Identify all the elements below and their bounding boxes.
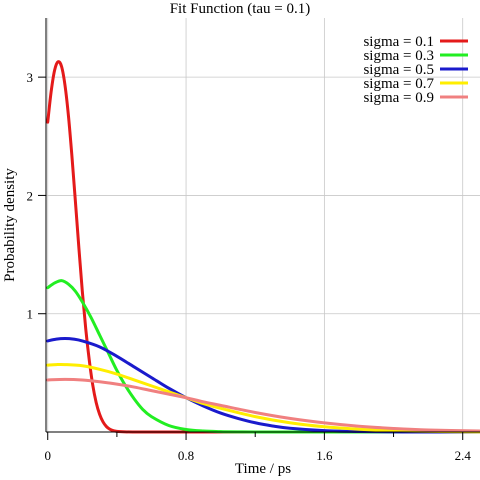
- x-tick-label: 1.6: [316, 448, 333, 463]
- y-axis-label: Probability density: [2, 168, 18, 282]
- ticks: 0 0.8 1.6 2.4 1 2 3: [27, 70, 472, 463]
- y-tick-label: 2: [27, 188, 34, 203]
- series-line-1: [46, 60, 480, 434]
- series-line-4: [46, 362, 480, 434]
- legend-label-3: sigma = 0.5: [363, 62, 434, 78]
- series-line-5: [46, 377, 480, 433]
- legend-label-4: sigma = 0.7: [363, 76, 434, 92]
- series-line-2: [46, 279, 480, 434]
- x-tick-label: 0: [44, 448, 51, 463]
- legend-label-2: sigma = 0.3: [363, 48, 434, 64]
- x-tick-label: 2.4: [455, 448, 472, 463]
- axes: [45, 18, 480, 433]
- x-axis-label: Time / ps: [235, 461, 291, 477]
- legend-label-1: sigma = 0.1: [363, 34, 434, 50]
- grid: [46, 18, 480, 432]
- x-tick-label: 0.8: [178, 448, 194, 463]
- chart-title: Fit Function (tau = 0.1): [170, 1, 311, 17]
- y-tick-label: 3: [27, 70, 34, 85]
- legend-label-5: sigma = 0.9: [363, 90, 434, 106]
- y-tick-label: 1: [27, 307, 34, 322]
- series-lines: [46, 60, 480, 434]
